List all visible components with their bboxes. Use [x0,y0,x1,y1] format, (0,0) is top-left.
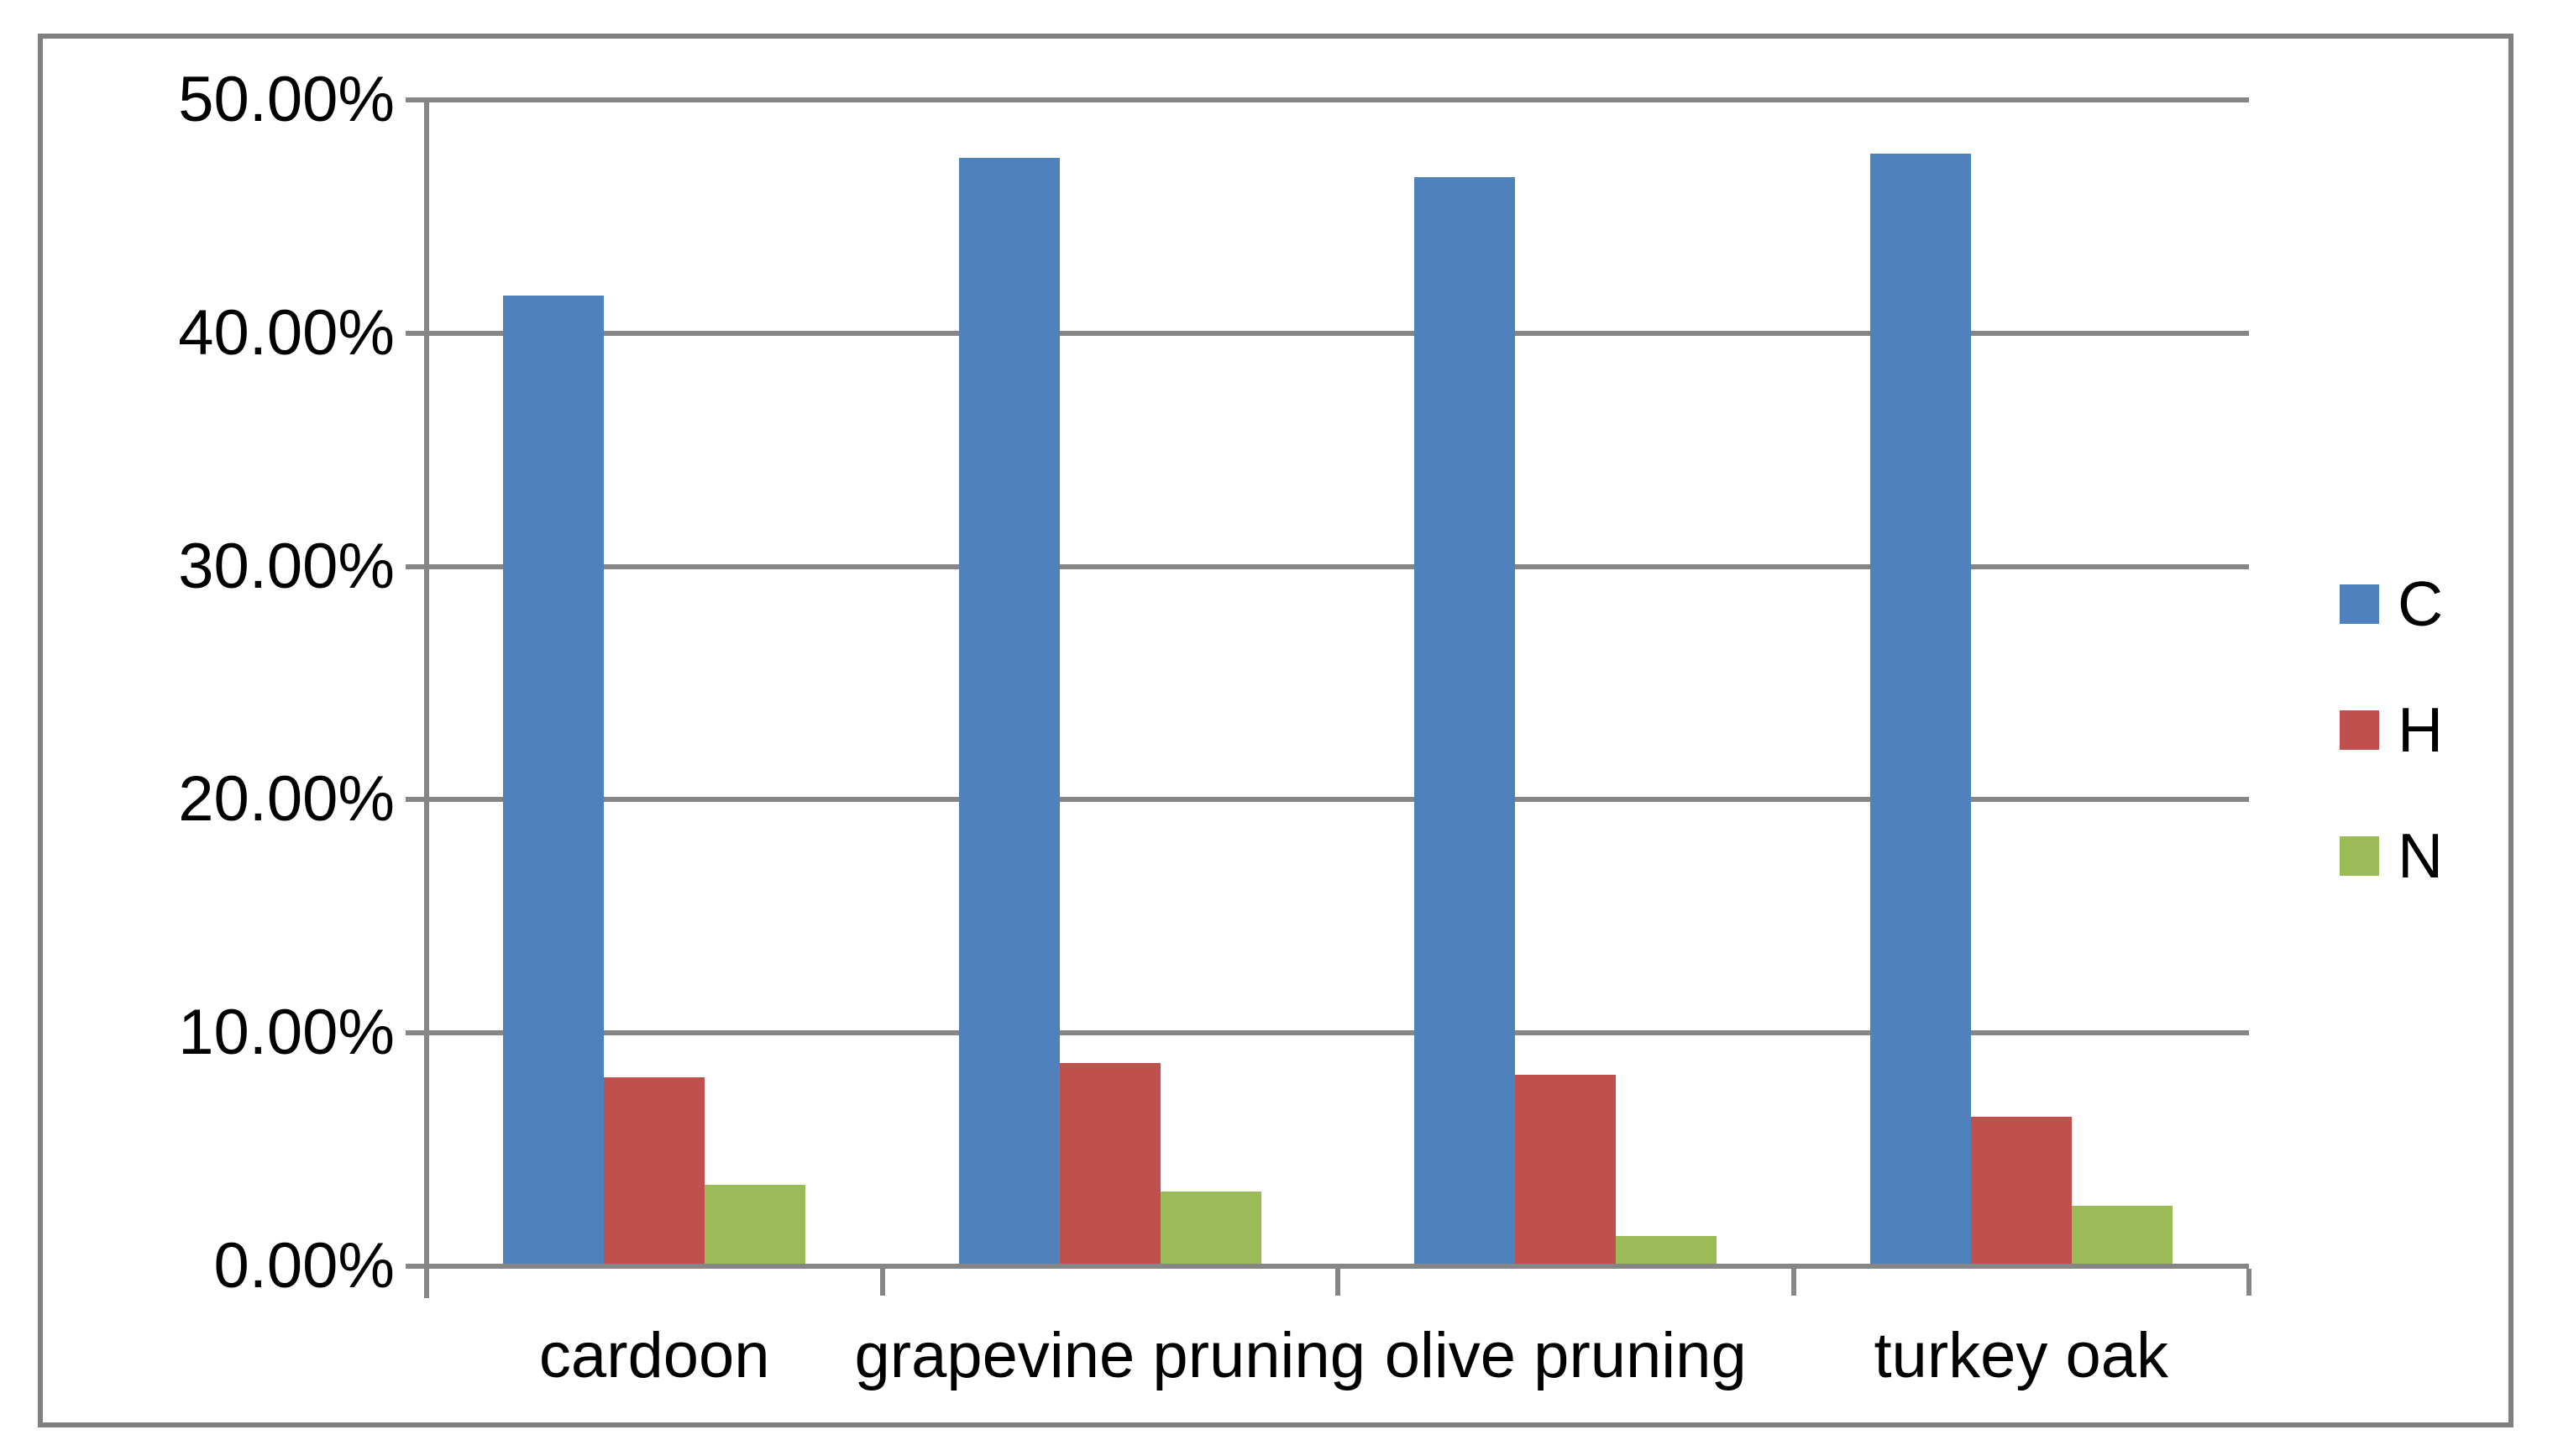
x-axis-label-olive-pruning: olive pruning [1384,1320,1747,1391]
x-axis-tick [2246,1269,2251,1296]
y-tick-label: 40.00% [178,296,395,369]
gridline-20pct [406,797,2249,803]
bar-turkey-oak-H [1970,1117,2072,1266]
legend-swatch-H [2340,710,2379,750]
gridline-30pct [406,563,2249,569]
gridline-10pct [406,1030,2249,1036]
bar-grapevine-pruning-H [1059,1063,1161,1266]
bar-grapevine-pruning-C [958,158,1060,1266]
bar-grapevine-pruning-N [1160,1192,1261,1266]
legend-label-N: N [2398,820,2444,891]
gridline-50pct [406,97,2249,102]
bar-olive-pruning-N [1616,1235,1717,1266]
gridline-40pct [406,330,2249,336]
chart-border [38,34,2513,1427]
bar-cardoon-H [604,1076,705,1266]
bar-olive-pruning-H [1515,1075,1617,1266]
x-axis-tick [879,1269,885,1296]
y-tick-label: 0.00% [213,1230,396,1301]
legend-item-N: N [2340,814,2443,898]
y-axis-line [424,100,429,1298]
bar-cardoon-N [705,1184,806,1266]
x-axis-label-turkey-oak: turkey oak [1874,1320,2169,1391]
x-axis-tick [1790,1269,1796,1296]
x-axis-label-grapevine-pruning: grapevine pruning [854,1320,1365,1391]
x-axis-label-cardoon: cardoon [538,1320,770,1391]
bar-cardoon-C [503,296,605,1266]
bar-olive-pruning-C [1414,176,1516,1266]
bar-turkey-oak-N [2071,1205,2173,1266]
legend-swatch-C [2340,584,2379,624]
bar-turkey-oak-C [1869,153,1971,1266]
legend-item-C: C [2340,562,2443,646]
y-tick-label: 50.00% [178,64,395,135]
x-axis-line [406,1264,2249,1269]
y-tick-label: 10.00% [178,997,395,1069]
y-tick-label: 30.00% [178,530,395,602]
legend-item-H: H [2340,688,2443,772]
legend-label-C: C [2398,568,2444,639]
legend-label-H: H [2398,694,2444,765]
legend-swatch-N [2340,835,2379,876]
y-tick-label: 20.00% [178,763,395,835]
x-axis-tick [1335,1269,1340,1296]
